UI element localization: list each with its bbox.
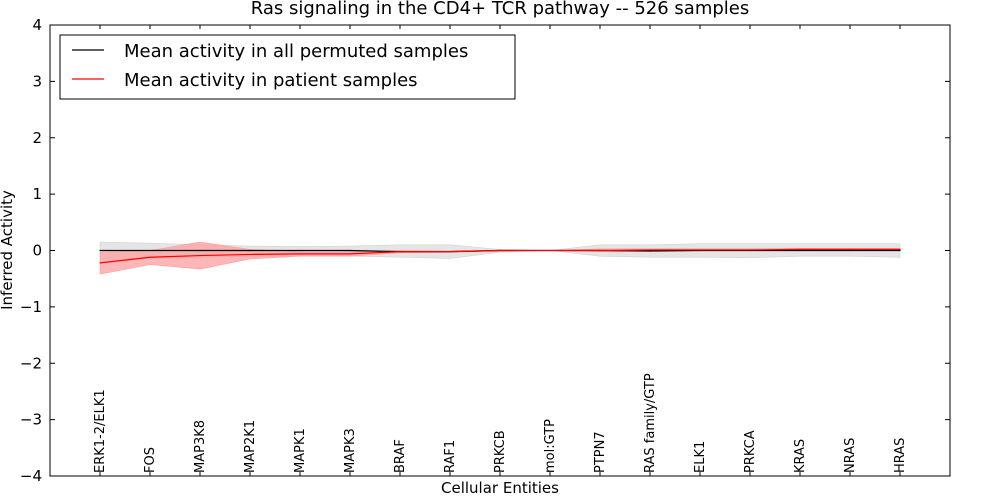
x-tick-label: ELK1 [693,441,708,473]
point-permuted-11 [649,250,651,252]
point-patient-11 [649,249,651,251]
x-tick-label: FOS [143,447,158,473]
x-tick-label: MAP2K1 [243,420,258,473]
point-permuted-1 [149,249,151,252]
x-tick-label: BRAF [393,439,408,473]
y-axis: −4 −3 −2 −1 0 1 2 3 4 [20,16,950,485]
y-tick-label: −2 [20,354,42,372]
point-patient-0 [99,262,101,264]
x-tick-label: mol:GTP [543,419,558,473]
y-tick-label: 4 [32,16,42,34]
y-tick-label: −3 [20,411,42,429]
point-patient-5 [349,253,351,255]
point-permuted-2 [199,249,201,252]
point-permuted-4 [299,249,301,252]
x-tick-label: MAPK1 [293,428,308,473]
x-tick-label: PRKCB [493,430,508,473]
point-patient-8 [499,249,501,252]
series-lines [99,248,901,264]
point-patient-9 [549,249,551,252]
point-patient-2 [199,254,201,257]
point-patient-7 [449,251,451,253]
point-permuted-15 [849,249,851,252]
point-patient-4 [299,253,301,255]
y-tick-label: 2 [32,129,42,147]
point-patient-15 [849,248,851,250]
y-axis-label: Inferred Activity [0,190,16,310]
point-permuted-0 [99,249,101,252]
x-tick-label: PTPN7 [593,431,608,473]
point-patient-10 [599,249,601,252]
point-patient-3 [249,253,251,256]
point-patient-1 [149,256,151,258]
legend-label-permuted: Mean activity in all permuted samples [124,41,468,62]
x-tick-label: KRAS [793,439,808,473]
point-patient-12 [699,249,701,251]
legend: Mean activity in all permuted samples Me… [59,34,516,100]
point-permuted-5 [349,249,351,252]
x-tick-label: MAPK3 [343,428,358,473]
point-permuted-14 [799,249,801,252]
point-patient-6 [399,251,401,253]
x-tick-label: HRAS [893,438,908,473]
point-patient-13 [749,249,751,251]
legend-box [59,34,516,100]
x-tick-label: RAS family/GTP [643,373,658,473]
x-axis: ERK1-2/ELK1 FOS MAP3K8 MAP2K1 MAPK1 MAPK3 BRAF… [93,25,908,476]
point-permuted-3 [249,249,251,252]
x-axis-label: Cellular Entities [441,479,559,497]
x-tick-label: ERK1-2/ELK1 [93,389,108,473]
y-tick-label: 3 [32,72,42,90]
legend-label-patient: Mean activity in patient samples [124,70,418,91]
y-tick-label: 1 [32,185,42,203]
y-tick-label: 0 [32,242,42,260]
x-tick-label: PRKCA [743,430,758,473]
y-tick-label: −4 [20,467,42,485]
chart-title: Ras signaling in the CD4+ TCR pathway --… [251,0,750,19]
x-tick-label: NRAS [843,438,858,473]
point-permuted-16 [899,249,901,252]
y-tick-label: −1 [20,298,42,316]
x-tick-label: RAF1 [443,440,458,473]
confidence-bands [99,241,901,275]
x-tick-label: MAP3K8 [193,420,208,473]
point-patient-16 [899,248,901,250]
point-patient-14 [799,248,801,250]
